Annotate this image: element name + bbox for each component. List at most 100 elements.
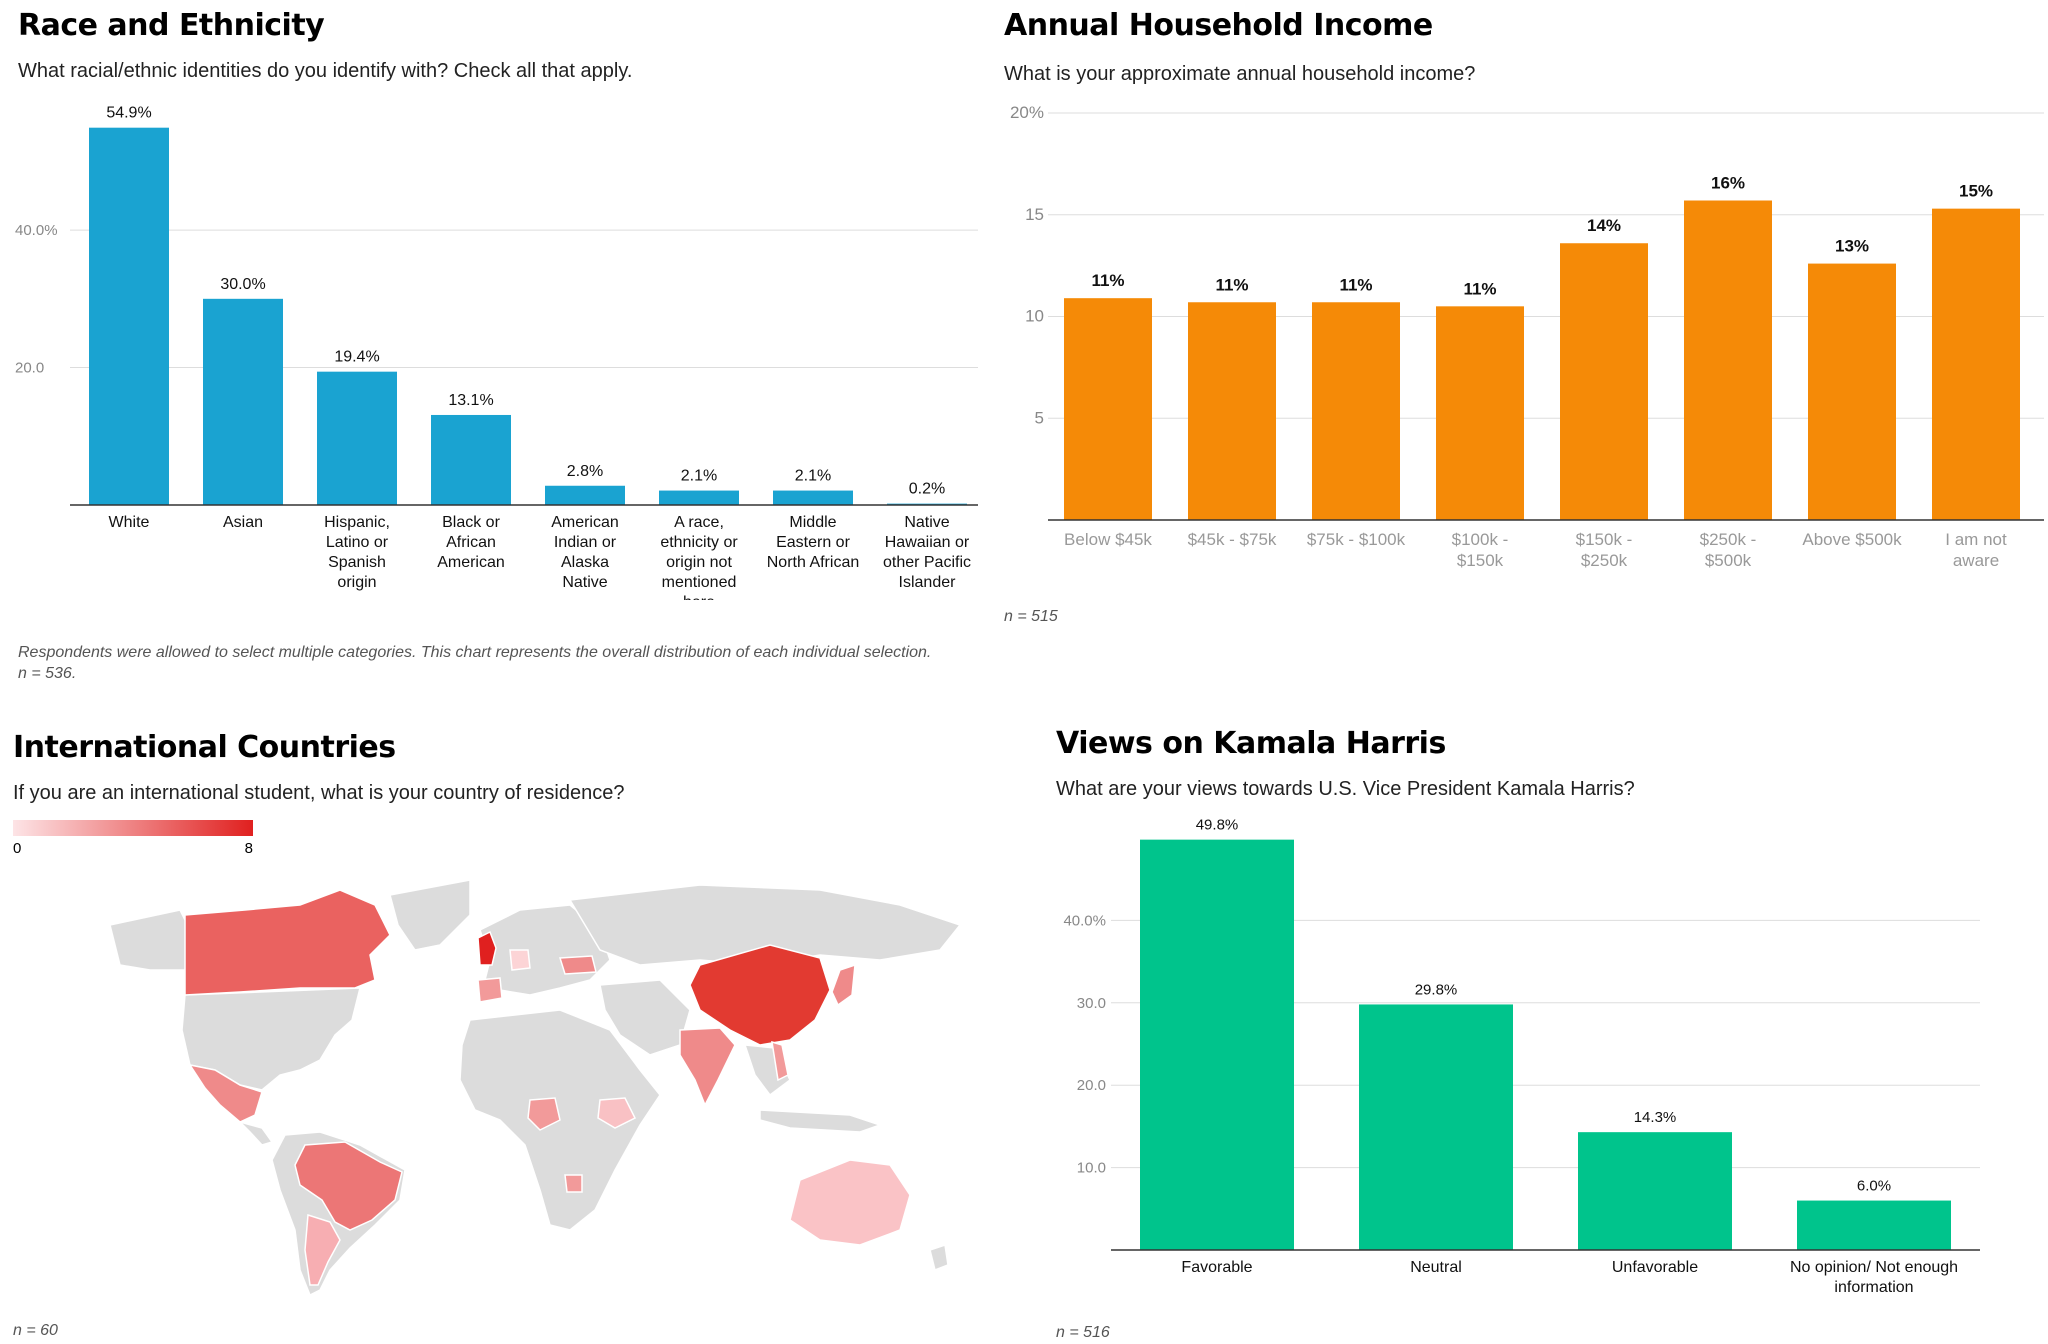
race-bar [203, 298, 283, 505]
race-n-label: n = 536. [18, 665, 77, 682]
harris-value-label: 29.8% [1415, 981, 1458, 998]
race-bar [545, 485, 625, 505]
income-bar [1312, 302, 1400, 520]
income-category-label: $250k -$500k [1700, 530, 1757, 570]
harris-ytick-label: 10.0 [1077, 1160, 1106, 1177]
income-ytick-label: 5 [1035, 408, 1044, 427]
map-russia [568, 884, 962, 966]
race-bar [773, 490, 853, 505]
income-chart: 5 10 15 20% 11% Below $45k 11% $45k - $75k 11% $7… [1010, 103, 2044, 570]
race-subtitle: What racial/ethnic identities do you ide… [18, 60, 633, 82]
income-ytick-label: 20% [1010, 103, 1044, 122]
income-category-label: $150k -$250k [1576, 530, 1633, 570]
race-ytick-label: 40.0% [15, 222, 58, 239]
race-ytick-label: 20.0 [15, 360, 44, 377]
race-chart: 20.0 40.0% 54.9% White 30.0% Asian 19.4% Hispan… [15, 105, 978, 600]
harris-value-label: 6.0% [1857, 1178, 1891, 1195]
map-legend-min: 0 [13, 840, 22, 857]
income-bar [1808, 263, 1896, 520]
map-germany [509, 949, 531, 971]
harris-bar [1140, 839, 1294, 1250]
income-value-label: 11% [1091, 271, 1124, 290]
income-ytick-label: 15 [1025, 205, 1044, 224]
income-title: Annual Household Income [1004, 8, 1433, 43]
map-legend: 0 8 [13, 820, 253, 860]
income-subtitle: What is your approximate annual househol… [1004, 63, 1476, 85]
race-bar [431, 414, 511, 505]
income-value-label: 16% [1711, 174, 1745, 193]
race-bar [317, 371, 397, 505]
income-category-label: $75k - $100k [1307, 530, 1406, 549]
map-mexico [188, 1063, 263, 1123]
income-category-label: $100k -$150k [1452, 530, 1509, 570]
map-legend-max: 8 [244, 840, 253, 857]
map-ukraine [558, 955, 597, 975]
harris-category-label: Unfavorable [1612, 1259, 1698, 1276]
income-value-label: 11% [1339, 275, 1372, 294]
income-bar [1064, 298, 1152, 520]
countries-n-label: n = 60 [13, 1322, 58, 1339]
harris-category-label: Favorable [1181, 1259, 1252, 1276]
map-india [679, 1027, 736, 1107]
map-australia [789, 1159, 911, 1246]
harris-bar [1797, 1200, 1951, 1250]
countries-title: International Countries [13, 730, 396, 765]
harris-category-label: Neutral [1410, 1259, 1462, 1276]
map-vietnam [771, 1040, 789, 1082]
map-greenland [389, 879, 471, 951]
map-indonesia [759, 1109, 883, 1133]
harris-bar [1359, 1004, 1513, 1250]
harris-category-label: No opinion/ Not enough information [1790, 1259, 1958, 1296]
race-category-label: Black or African American [437, 514, 505, 571]
income-value-label: 13% [1835, 237, 1869, 256]
income-value-label: 11% [1463, 279, 1496, 298]
map-nigeria [527, 1097, 561, 1131]
race-category-label: Middle Eastern or North African [767, 514, 859, 571]
race-value-label: 2.1% [795, 468, 831, 485]
race-value-label: 2.1% [681, 468, 717, 485]
race-category-label: Native Hawaiian or other Pacific Islander [883, 514, 971, 591]
race-title: Race and Ethnicity [18, 8, 325, 43]
race-value-label: 0.2% [909, 481, 945, 498]
harris-bar [1578, 1132, 1732, 1250]
race-bar [659, 490, 739, 505]
harris-title: Views on Kamala Harris [1056, 726, 1446, 761]
race-category-label: Asian [223, 514, 263, 531]
income-n-label: n = 515 [1004, 608, 1058, 625]
income-bar [1188, 302, 1276, 520]
race-note: Respondents were allowed to select multi… [18, 642, 1008, 684]
income-value-label: 14% [1587, 216, 1621, 235]
income-value-label: 15% [1959, 182, 1993, 201]
map-new-zealand [929, 1244, 949, 1272]
income-category-label: $45k - $75k [1188, 530, 1277, 549]
map-uk [477, 930, 497, 966]
income-category-label: Below $45k [1064, 530, 1152, 549]
race-category-label: American Indian or Alaska Native [551, 514, 619, 591]
map-japan [831, 963, 856, 1007]
harris-ytick-label: 40.0% [1063, 912, 1106, 929]
map-canada [184, 889, 391, 996]
map-china [689, 944, 831, 1046]
income-category-label: I am not aware [1945, 530, 2007, 570]
map-brazil [294, 1141, 403, 1231]
map-argentina [304, 1214, 341, 1286]
race-bar [89, 127, 169, 506]
income-bar [1932, 208, 2020, 520]
map-middle-east [599, 979, 691, 1056]
harris-ytick-label: 20.0 [1077, 1077, 1106, 1094]
map-spain [477, 977, 503, 1003]
race-value-label: 30.0% [220, 276, 265, 293]
countries-subtitle: If you are an international student, wha… [13, 782, 625, 804]
income-category-label: Above $500k [1802, 530, 1902, 549]
harris-chart: 10.0 20.0 30.0 40.0% 49.8% Favorable 29.8% Neut… [1063, 817, 1980, 1296]
race-value-label: 2.8% [567, 463, 603, 480]
race-value-label: 54.9% [106, 105, 151, 122]
income-bar [1684, 200, 1772, 520]
map-alaska [109, 909, 191, 971]
harris-n-label: n = 516 [1056, 1324, 1110, 1341]
world-map [109, 879, 962, 1297]
race-value-label: 19.4% [334, 349, 379, 366]
map-ethiopia [597, 1097, 637, 1129]
income-bar [1560, 243, 1648, 521]
